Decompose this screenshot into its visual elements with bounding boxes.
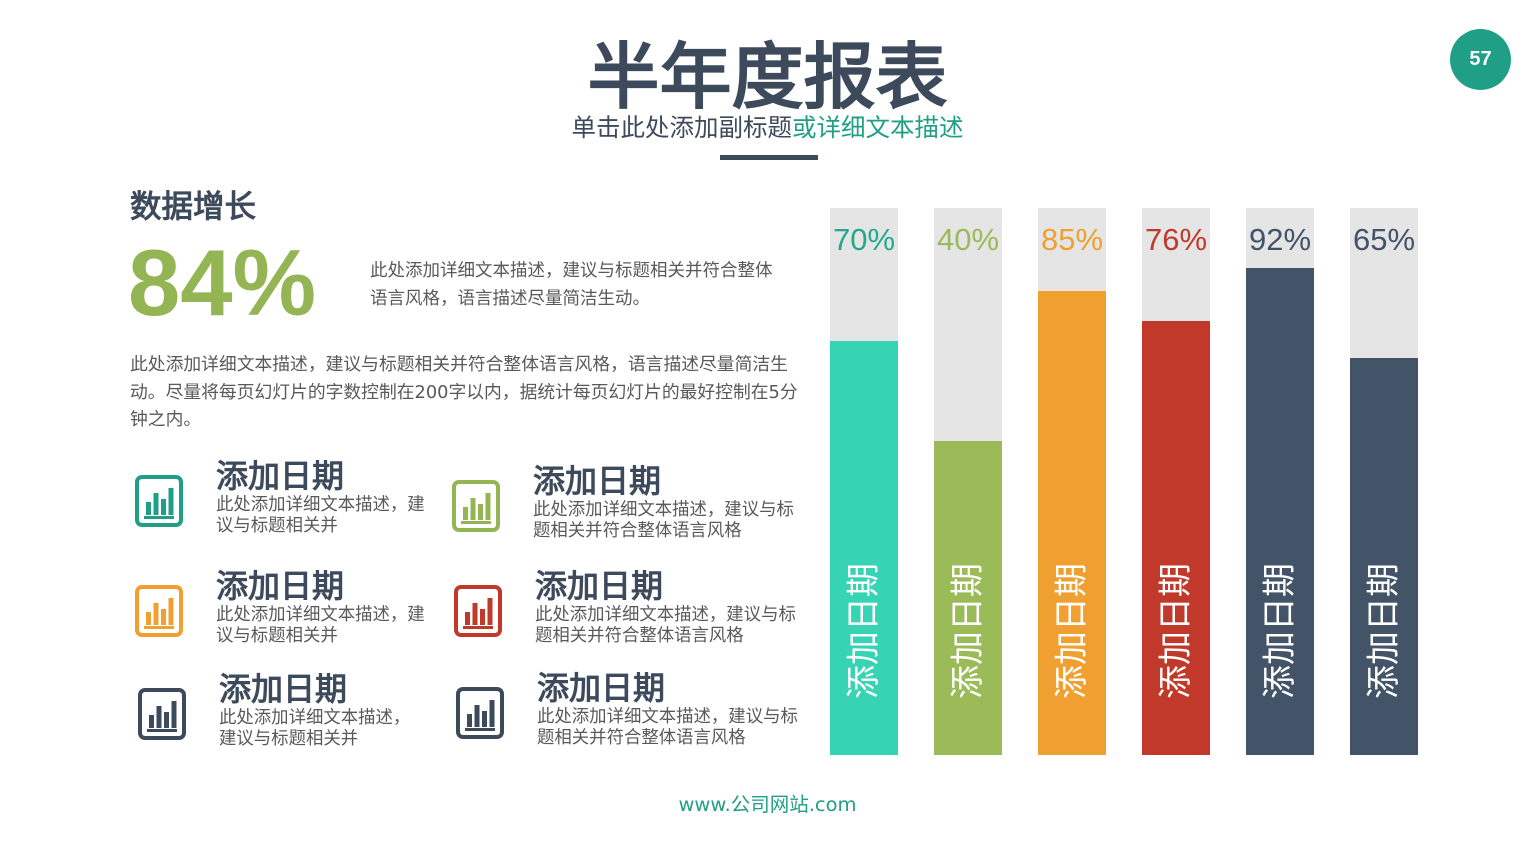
bar-chart-icon [135, 475, 183, 527]
stat-description-line: 语言风格，语言描述尽量简洁生动。 [370, 289, 650, 309]
bar-column-1: 70% 添加日期 [830, 208, 898, 755]
bar-column-3: 85% 添加日期 [1038, 208, 1106, 755]
bar-column-2: 40% 添加日期 [934, 208, 1002, 755]
bar-6 [1350, 358, 1418, 755]
feature-item: 添加日期 此处添加详细文本描述，建议与标 题相关并符合整体语言风格 [454, 568, 799, 668]
bar-3 [1038, 291, 1106, 755]
feature-item-title: 添加日期 [216, 567, 345, 605]
feature-item-text: 此处添加详细文本描述，建议与标 题相关并符合整体语言风格 [537, 707, 798, 749]
stat-description-line: 此处添加详细文本描述，建议与标题相关并符合整体 [370, 261, 773, 281]
feature-item-title: 添加日期 [219, 670, 348, 708]
feature-item-title: 添加日期 [216, 457, 345, 495]
bar-1 [830, 341, 898, 755]
feature-item: 添加日期 此处添加详细文本描述， 建议与标题相关并 [138, 671, 483, 771]
bar-3-value-label: 85% [1040, 222, 1104, 257]
bar-chart-icon [456, 687, 504, 739]
feature-item-title: 添加日期 [533, 462, 662, 500]
feature-item: 添加日期 此处添加详细文本描述，建议与标 题相关并符合整体语言风格 [452, 463, 797, 563]
footer-website: www.公司网站.com [678, 793, 857, 816]
feature-item-text-line: 建议与标题相关并 [219, 729, 359, 749]
bar-5 [1246, 268, 1314, 755]
feature-item-text: 此处添加详细文本描述，建议与标 题相关并符合整体语言风格 [533, 500, 794, 542]
body-paragraph-line: 此处添加详细文本描述，建议与标题相关并符合整体语言风格，语言描述尽量简洁生 [130, 354, 788, 375]
feature-item-text-line: 此处添加详细文本描述，建议与标 [537, 707, 798, 727]
stat-description: 此处添加详细文本描述，建议与标题相关并符合整体 语言风格，语言描述尽量简洁生动。 [370, 257, 773, 313]
page-number-badge: 57 [1450, 29, 1511, 90]
feature-item-text-line: 题相关并符合整体语言风格 [537, 728, 746, 748]
bar-3-category-label: 添加日期 [1052, 563, 1092, 699]
feature-item: 添加日期 此处添加详细文本描述，建议与标 题相关并符合整体语言风格 [456, 670, 801, 770]
page-title: 半年度报表 [587, 35, 948, 119]
bar-chart: 70% 添加日期 40% 添加日期 85% 添加日期 76% 添加日期 92% … [830, 208, 1418, 755]
bar-1-value-label: 70% [832, 222, 896, 257]
feature-item-title: 添加日期 [537, 669, 666, 707]
page-number: 57 [1469, 48, 1492, 70]
bar-6-category-label: 添加日期 [1364, 563, 1404, 699]
feature-item-title: 添加日期 [535, 567, 664, 605]
bar-5-value-label: 92% [1248, 222, 1312, 257]
bar-chart-icon [454, 585, 502, 637]
subtitle-accent-text: 或详细文本描述 [792, 113, 964, 142]
bar-4-value-label: 76% [1144, 222, 1208, 257]
bar-column-5: 92% 添加日期 [1246, 208, 1314, 755]
bar-5-category-label: 添加日期 [1260, 563, 1300, 699]
title-underline [720, 155, 818, 160]
feature-item-text-line: 议与标题相关并 [216, 626, 338, 646]
bar-6-value-label: 65% [1352, 222, 1416, 257]
body-paragraph-line: 钟之内。 [130, 409, 202, 430]
feature-item-text-line: 题相关并符合整体语言风格 [535, 626, 744, 646]
bar-2-category-label: 添加日期 [948, 563, 988, 699]
feature-item-text: 此处添加详细文本描述，建 议与标题相关并 [216, 605, 425, 647]
feature-item-text-line: 此处添加详细文本描述， [219, 708, 411, 728]
bar-2 [934, 441, 1002, 755]
bar-chart-icon [138, 688, 186, 740]
body-paragraph-line: 动。尽量将每页幻灯片的字数控制在200字以内，据统计每页幻灯片的最好控制在5分 [130, 381, 798, 403]
growth-stat-value: 84% [128, 230, 317, 335]
bar-4 [1142, 321, 1210, 755]
bar-column-4: 76% 添加日期 [1142, 208, 1210, 755]
section-heading: 数据增长 [130, 189, 257, 225]
subtitle-main-text: 单击此处添加副标题 [571, 113, 793, 142]
feature-item: 添加日期 此处添加详细文本描述，建 议与标题相关并 [135, 568, 480, 668]
feature-item-text-line: 此处添加详细文本描述，建 [216, 495, 425, 515]
feature-item-text: 此处添加详细文本描述，建议与标 题相关并符合整体语言风格 [535, 605, 796, 647]
feature-item-text-line: 此处添加详细文本描述，建议与标 [533, 500, 794, 520]
feature-item-text-line: 此处添加详细文本描述，建议与标 [535, 605, 796, 625]
bar-2-value-label: 40% [936, 222, 1000, 257]
bar-chart-icon [452, 480, 500, 532]
bar-column-6: 65% 添加日期 [1350, 208, 1418, 755]
bar-4-category-label: 添加日期 [1156, 563, 1196, 699]
feature-item-text: 此处添加详细文本描述，建 议与标题相关并 [216, 495, 425, 537]
bar-chart-icon [135, 585, 183, 637]
feature-item-text-line: 议与标题相关并 [216, 516, 338, 536]
feature-item-text: 此处添加详细文本描述， 建议与标题相关并 [219, 708, 410, 750]
feature-item: 添加日期 此处添加详细文本描述，建 议与标题相关并 [135, 458, 480, 558]
page-subtitle: 单击此处添加副标题或详细文本描述 [0, 114, 1535, 142]
body-paragraph: 此处添加详细文本描述，建议与标题相关并符合整体语言风格，语言描述尽量简洁生 动。… [130, 351, 798, 434]
feature-item-text-line: 此处添加详细文本描述，建 [216, 605, 425, 625]
bar-1-category-label: 添加日期 [844, 563, 884, 699]
feature-item-text-line: 题相关并符合整体语言风格 [533, 521, 742, 541]
